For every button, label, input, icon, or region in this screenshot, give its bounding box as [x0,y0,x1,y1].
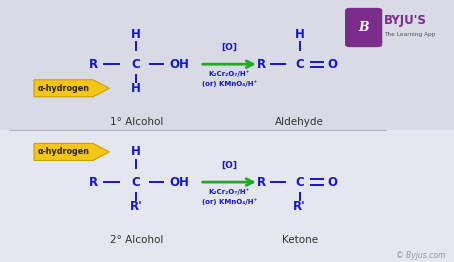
Text: R: R [257,58,266,71]
Text: C: C [132,176,141,189]
Polygon shape [34,80,109,97]
Text: Aldehyde: Aldehyde [275,117,324,127]
Text: K₂Cr₂O₇/H⁺: K₂Cr₂O₇/H⁺ [208,188,250,195]
Text: K₂Cr₂O₇/H⁺: K₂Cr₂O₇/H⁺ [208,70,250,77]
Text: (or) KMnO₄/H⁺: (or) KMnO₄/H⁺ [202,198,257,205]
Text: R: R [89,176,98,189]
Text: α-hydrogen: α-hydrogen [38,148,89,156]
Text: C: C [295,58,304,71]
Text: OH: OH [169,58,189,71]
Text: H: H [131,82,141,95]
Text: O: O [328,176,338,189]
Bar [0,130,454,262]
Text: [O]: [O] [221,161,237,170]
Text: R': R' [293,200,306,213]
Text: [O]: [O] [221,43,237,52]
Text: R': R' [130,200,143,213]
Text: C: C [295,176,304,189]
Text: Ketone: Ketone [281,235,318,245]
Text: (or) KMnO₄/H⁺: (or) KMnO₄/H⁺ [202,80,257,87]
Text: α-hydrogen: α-hydrogen [38,84,89,93]
Text: B: B [358,21,369,34]
Text: 1° Alcohol: 1° Alcohol [109,117,163,127]
FancyBboxPatch shape [345,8,382,47]
Text: © Byjus.com: © Byjus.com [395,251,445,260]
Text: C: C [132,58,141,71]
Text: 2° Alcohol: 2° Alcohol [109,235,163,245]
Text: R: R [89,58,98,71]
Text: H: H [131,145,141,159]
Text: The Learning App: The Learning App [384,32,435,37]
Text: OH: OH [169,176,189,189]
Polygon shape [34,144,109,160]
Text: O: O [328,58,338,71]
Bar [0,0,454,130]
Text: BYJU'S: BYJU'S [384,14,426,28]
Text: R: R [257,176,266,189]
Text: H: H [131,28,141,41]
Text: H: H [295,28,305,41]
